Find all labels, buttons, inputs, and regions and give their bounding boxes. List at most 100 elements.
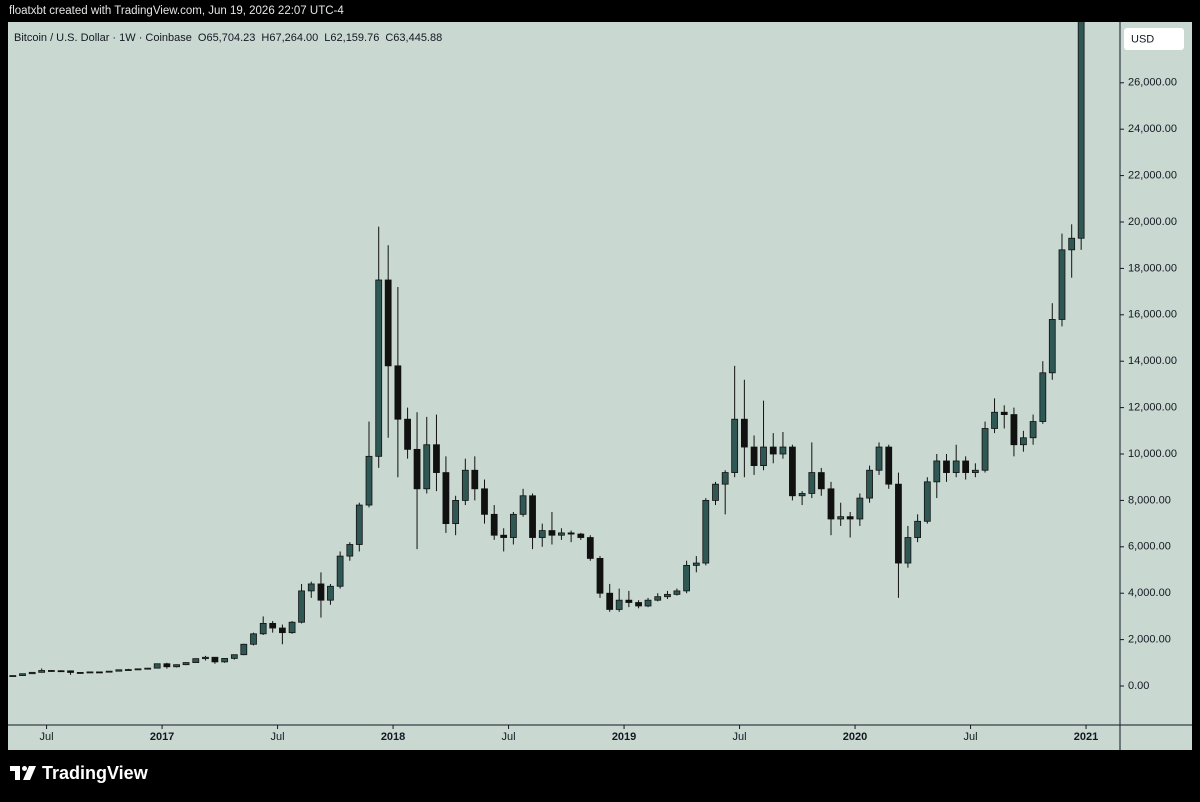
candle-body <box>509 513 517 538</box>
candle-body <box>1029 421 1037 439</box>
y-tick-label: 20,000.00 <box>1128 216 1177 228</box>
candle-body <box>769 446 777 455</box>
candle-body <box>481 488 488 515</box>
y-tick-label: 18,000.00 <box>1128 262 1177 274</box>
candle-body <box>827 488 835 520</box>
candle-body <box>1000 411 1008 415</box>
candle-body <box>153 663 161 669</box>
candle-body <box>115 669 123 672</box>
candle-body <box>635 602 642 607</box>
candle-body <box>586 537 594 559</box>
candle-body <box>67 670 74 673</box>
candle-body <box>567 532 575 535</box>
candle-body <box>664 593 671 598</box>
y-tick-label: 4,000.00 <box>1128 587 1171 599</box>
candle-body <box>577 533 585 538</box>
candle-body <box>1068 237 1076 251</box>
currency-label[interactable]: USD <box>1131 33 1154 45</box>
x-tick-label: 2019 <box>612 731 636 743</box>
candle-body <box>519 495 527 515</box>
candle-body <box>1048 319 1056 374</box>
candle-body <box>355 504 363 545</box>
candle-body <box>365 455 373 506</box>
x-tick-label: Jul <box>271 731 285 743</box>
candle-body <box>1077 22 1085 239</box>
candle-body <box>269 622 277 629</box>
candle-body <box>943 460 950 473</box>
tradingview-logo <box>10 766 36 780</box>
candle-body <box>384 279 392 367</box>
candle-body <box>240 643 248 656</box>
candle-body <box>192 658 200 663</box>
candle-body <box>163 663 171 668</box>
candle-body <box>895 483 902 564</box>
candle-body <box>57 670 65 673</box>
candle-body <box>692 562 700 566</box>
chart-panel <box>8 22 1192 750</box>
candle-body <box>433 444 440 473</box>
candle-body <box>644 599 652 607</box>
candle-body <box>28 671 36 675</box>
candle-body <box>298 590 305 623</box>
candle-body <box>278 627 286 634</box>
candle-body <box>404 418 411 450</box>
x-tick-label: 2018 <box>381 731 405 743</box>
y-tick-label: 26,000.00 <box>1128 77 1177 89</box>
candle-body <box>721 472 729 485</box>
candle-body <box>817 472 825 490</box>
candle-body <box>423 444 431 490</box>
currency-badge[interactable] <box>1124 28 1184 50</box>
ohlc-close: C63,445.88 <box>385 32 442 44</box>
x-tick-label: 2020 <box>843 731 867 743</box>
candle-body <box>221 658 229 663</box>
candle-body <box>1058 249 1066 320</box>
x-tick-label: 2021 <box>1074 731 1098 743</box>
candle-body <box>933 460 941 483</box>
candle-body <box>731 418 739 473</box>
candle-body <box>86 671 94 674</box>
candle-body <box>336 555 344 587</box>
candle-body <box>885 446 893 485</box>
y-tick-label: 22,000.00 <box>1128 169 1177 181</box>
candle-body <box>779 446 787 455</box>
candle-body <box>789 446 796 497</box>
candle-body <box>846 516 854 520</box>
x-tick-label: Jul <box>964 731 978 743</box>
candle-body <box>962 460 970 473</box>
y-tick-label: 24,000.00 <box>1128 123 1177 135</box>
candle-body <box>96 671 103 674</box>
candle-body <box>596 558 604 594</box>
candle-body <box>740 418 748 448</box>
candle-body <box>413 448 421 490</box>
candle-body <box>500 534 508 538</box>
candle-body <box>625 599 633 603</box>
candle-body <box>673 590 681 595</box>
candle-body <box>548 530 556 536</box>
candle-body <box>442 472 450 525</box>
y-tick-label: 16,000.00 <box>1128 309 1177 321</box>
candle-body <box>182 662 190 666</box>
candle-body <box>471 469 479 490</box>
candle-body <box>1039 372 1047 422</box>
candle-body <box>38 670 46 673</box>
x-tick-label: Jul <box>502 731 516 743</box>
candle-body <box>837 516 845 520</box>
candle-body <box>48 670 55 672</box>
candle-body <box>211 656 219 663</box>
candle-body <box>144 667 152 670</box>
candle-body <box>105 670 113 673</box>
candle-body <box>971 469 979 473</box>
y-tick-label: 14,000.00 <box>1128 355 1177 367</box>
candle-body <box>375 279 383 457</box>
y-tick-label: 12,000.00 <box>1128 402 1177 414</box>
candle-body <box>134 668 142 671</box>
candle-body <box>461 469 469 501</box>
candle-body <box>317 583 325 601</box>
candle-body <box>307 583 315 592</box>
candle-body <box>798 493 806 497</box>
x-tick-label: 2017 <box>150 731 174 743</box>
candle-body <box>712 483 719 501</box>
candle-body <box>750 446 758 467</box>
candle-body <box>124 669 132 671</box>
